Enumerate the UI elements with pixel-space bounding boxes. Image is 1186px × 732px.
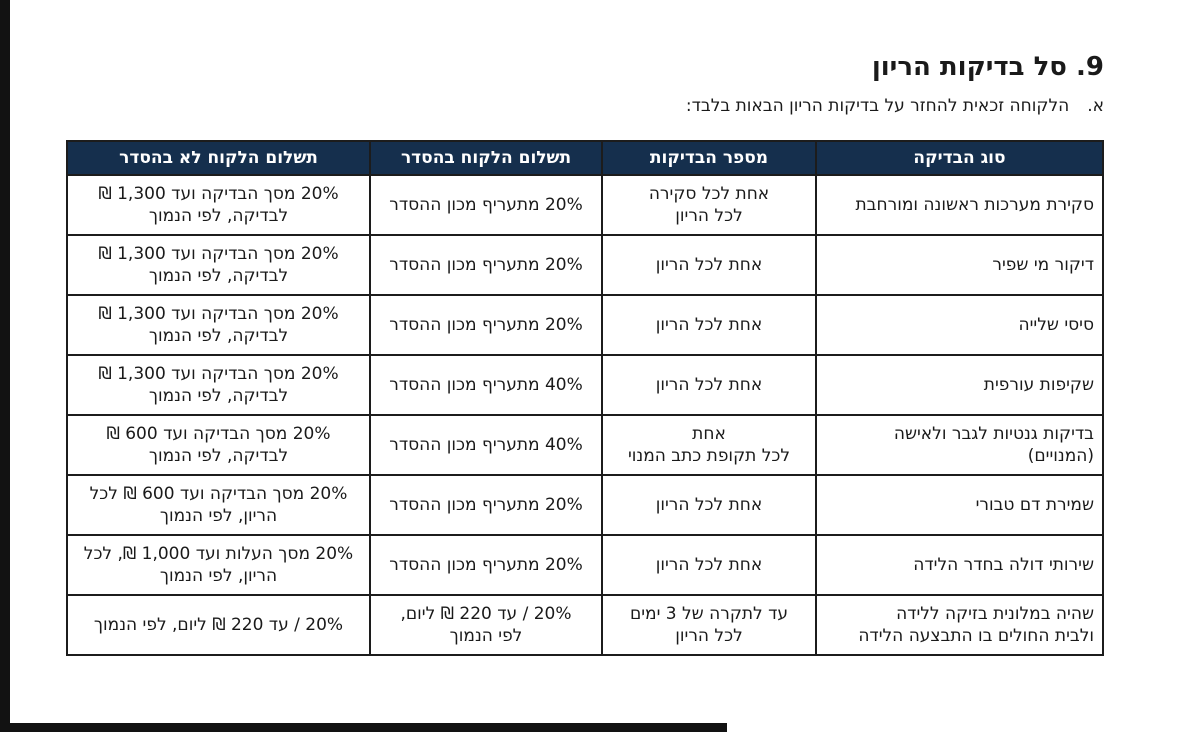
cell-payment-out-of-network: 20% מסך הבדיקה ועד 1,300 ₪ לבדיקה, לפי ה…	[66, 354, 371, 417]
table-row: שקיפות עורפית אחת לכל הריון 40% מתעריף מ…	[66, 354, 1104, 417]
cell-test-count: אחת לכל סקירה לכל הריון	[601, 174, 817, 237]
cell-test-count: אחת לכל הריון	[601, 234, 817, 297]
cell-payment-in-network: 20% מתעריף מכון ההסדר	[369, 174, 603, 237]
cell-test-type: בדיקות גנטיות לגבר ולאישה (המנויים)	[815, 414, 1104, 477]
cell-payment-out-of-network: 20% מסך הבדיקה ועד 1,300 ₪ לבדיקה, לפי ה…	[66, 234, 371, 297]
cell-test-count: אחת לכל הריון	[601, 534, 817, 597]
cell-payment-out-of-network: 20% מסך הבדיקה ועד 600 ₪ לכל הריון, לפי …	[66, 474, 371, 537]
table-row: בדיקות גנטיות לגבר ולאישה (המנויים) אחת …	[66, 414, 1104, 477]
cell-test-type: שירותי דולה בחדר הלידה	[815, 534, 1104, 597]
table-row: דיקור מי שפיר אחת לכל הריון 20% מתעריף מ…	[66, 234, 1104, 297]
cell-test-type: שקיפות עורפית	[815, 354, 1104, 417]
cell-test-count: אחת לכל תקופת כתב המנוי	[601, 414, 817, 477]
cell-payment-out-of-network: 20% מסך העלות ועד 1,000 ₪, לכל הריון, לפ…	[66, 534, 371, 597]
column-header-payment-out-of-network: תשלום הלקוח לא בהסדר	[66, 140, 371, 177]
cell-test-type: דיקור מי שפיר	[815, 234, 1104, 297]
page-left-edge	[0, 0, 10, 732]
cell-payment-in-network: 20% / עד 220 ₪ ליום, לפי הנמוך	[369, 594, 603, 657]
table-row: שהיה במלונית בזיקה ללידה ולבית החולים בו…	[66, 594, 1104, 657]
page-title: 9. סל בדיקות הריון	[871, 52, 1104, 82]
cell-payment-in-network: 20% מתעריף מכון ההסדר	[369, 534, 603, 597]
cell-test-type: שהיה במלונית בזיקה ללידה ולבית החולים בו…	[815, 594, 1104, 657]
cell-test-count: אחת לכל הריון	[601, 354, 817, 417]
pregnancy-tests-table: סוג הבדיקה מספר הבדיקות תשלום הלקוח בהסד…	[66, 140, 1104, 657]
cell-test-type: שמירת דם טבורי	[815, 474, 1104, 537]
clause-text: הלקוחה זכאית להחזר על בדיקות הריון הבאות…	[685, 96, 1070, 117]
cell-payment-out-of-network: 20% מסך הבדיקה ועד 600 ₪ לבדיקה, לפי הנמ…	[66, 414, 371, 477]
cell-test-type: סקירת מערכות ראשונה ומורחבת	[815, 174, 1104, 237]
page-bottom-edge	[0, 723, 727, 732]
cell-payment-in-network: 20% מתעריף מכון ההסדר	[369, 234, 603, 297]
cell-test-count: עד לתקרה של 3 ימים לכל הריון	[601, 594, 817, 657]
cell-test-count: אחת לכל הריון	[601, 294, 817, 357]
table-row: סיסי שלייה אחת לכל הריון 20% מתעריף מכון…	[66, 294, 1104, 357]
cell-payment-in-network: 40% מתעריף מכון ההסדר	[369, 414, 603, 477]
cell-payment-in-network: 40% מתעריף מכון ההסדר	[369, 354, 603, 417]
cell-payment-in-network: 20% מתעריף מכון ההסדר	[369, 474, 603, 537]
column-header-test-count: מספר הבדיקות	[601, 140, 817, 177]
column-header-payment-in-network: תשלום הלקוח בהסדר	[369, 140, 603, 177]
cell-test-count: אחת לכל הריון	[601, 474, 817, 537]
cell-test-type: סיסי שלייה	[815, 294, 1104, 357]
cell-payment-in-network: 20% מתעריף מכון ההסדר	[369, 294, 603, 357]
clause-marker: א.	[1087, 96, 1104, 117]
cell-payment-out-of-network: 20% מסך הבדיקה ועד 1,300 ₪ לבדיקה, לפי ה…	[66, 294, 371, 357]
table-header-row: סוג הבדיקה מספר הבדיקות תשלום הלקוח בהסד…	[66, 140, 1104, 177]
table-row: שמירת דם טבורי אחת לכל הריון 20% מתעריף …	[66, 474, 1104, 537]
column-header-test-type: סוג הבדיקה	[815, 140, 1104, 177]
document-page: 9. סל בדיקות הריון א. הלקוחה זכאית להחזר …	[66, 0, 1104, 657]
table-row: שירותי דולה בחדר הלידה אחת לכל הריון 20%…	[66, 534, 1104, 597]
cell-payment-out-of-network: 20% / עד 220 ₪ ליום, לפי הנמוך	[66, 594, 371, 657]
clause-line: א. הלקוחה זכאית להחזר על בדיקות הריון הבא…	[68, 95, 1104, 117]
table-row: סקירת מערכות ראשונה ומורחבת אחת לכל סקיר…	[66, 174, 1104, 237]
cell-payment-out-of-network: 20% מסך הבדיקה ועד 1,300 ₪ לבדיקה, לפי ה…	[66, 174, 371, 237]
